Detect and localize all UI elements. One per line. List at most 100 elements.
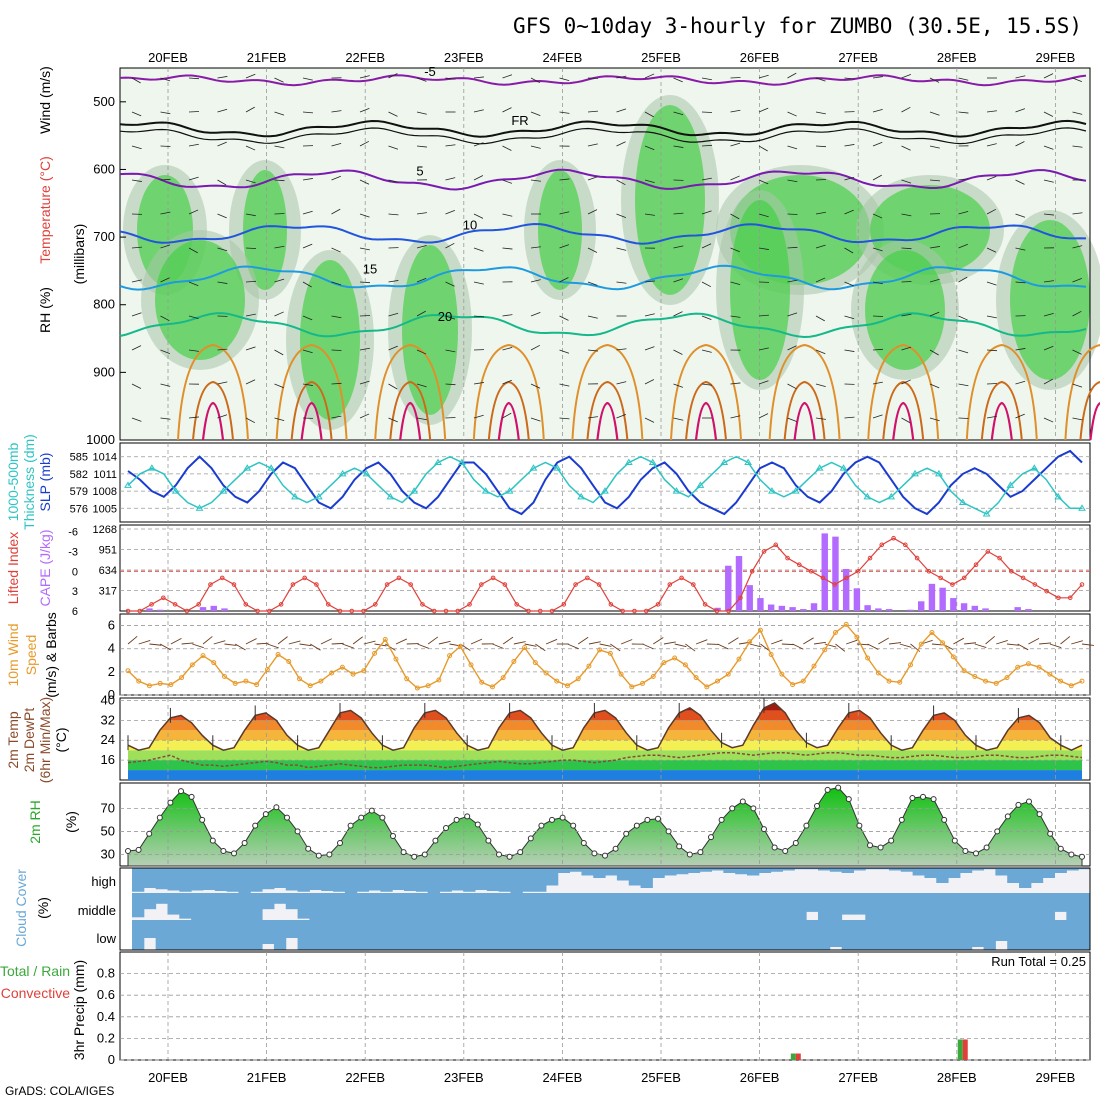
rh2m-marker	[633, 822, 640, 829]
wind-barb	[587, 247, 598, 253]
wind-barb	[535, 643, 546, 652]
date-label-bottom: 21FEB	[247, 1070, 287, 1085]
lifted-index-marker	[820, 575, 826, 581]
wind-barb	[274, 417, 285, 421]
thickness-marker	[529, 464, 538, 471]
wind-speed-marker	[907, 662, 913, 668]
wind-barb	[302, 243, 313, 249]
cloud-bar	[309, 893, 322, 920]
cloud-bar	[770, 920, 783, 950]
temperature-band	[128, 720, 1082, 731]
rh2m-marker	[337, 839, 343, 846]
wind-barb	[359, 247, 370, 251]
lifted-index-marker	[726, 608, 731, 614]
wind-barb	[188, 416, 199, 419]
wind-barb	[217, 414, 228, 419]
wind-barb	[1072, 278, 1082, 283]
rh2m-marker	[156, 814, 163, 821]
wind-barb	[616, 281, 627, 284]
rh2m-marker	[178, 788, 184, 795]
temperature-band	[128, 760, 1082, 771]
cape-tick: 317	[99, 586, 117, 598]
lifted-index-marker	[997, 555, 1002, 561]
cloud-bar	[1007, 868, 1020, 883]
cloud-bar	[179, 893, 192, 919]
wind-barb	[749, 643, 762, 648]
temperature-tick: 24	[101, 732, 115, 747]
cloud-bar	[167, 893, 180, 915]
cape-bar	[221, 608, 228, 611]
rh2m-marker	[888, 837, 895, 844]
wind-barb	[416, 417, 427, 421]
rh2m-marker	[1036, 811, 1043, 818]
cloud-bar	[723, 868, 736, 873]
cloud-bar	[557, 893, 571, 920]
cloud-bar	[451, 893, 464, 920]
wind-barb	[245, 213, 256, 217]
cloud-bar	[214, 893, 228, 920]
pressure-tick: 1000	[86, 432, 115, 447]
thickness-marker	[601, 487, 609, 494]
isotherm-warm	[571, 343, 644, 441]
wind-barb	[245, 73, 256, 79]
cloud-bar	[522, 920, 535, 950]
cape-bar	[778, 605, 786, 611]
wind-speed-marker	[532, 660, 538, 666]
wind-speed-marker	[125, 668, 131, 674]
wind-speed-marker	[918, 641, 924, 647]
date-label-top: 29FEB	[1036, 50, 1076, 65]
wind-barb	[929, 246, 940, 249]
wind-barb	[274, 349, 284, 356]
precip-total-bar	[790, 1053, 796, 1060]
cloud-bar	[356, 893, 370, 920]
lifted-index-marker	[267, 608, 272, 614]
lifted-index-marker	[702, 602, 708, 607]
wind-barb	[1006, 643, 1019, 646]
cloud-bar	[498, 893, 511, 920]
wind-barb	[388, 280, 399, 283]
lifted-index-marker	[1056, 595, 1061, 601]
wind-barb	[160, 145, 171, 147]
rh2m-marker	[1026, 798, 1032, 805]
wind-barb	[302, 383, 313, 386]
cloud-bar	[735, 868, 748, 875]
wind-barb	[473, 281, 484, 285]
cloud-bar	[794, 893, 807, 920]
wind-barb	[901, 417, 911, 424]
isotherm-warm	[290, 380, 333, 441]
wind-barb	[331, 208, 341, 215]
wind-barb	[388, 312, 399, 317]
date-label-top: 24FEB	[543, 50, 583, 65]
wind-barb	[530, 111, 541, 116]
wind-barb	[217, 281, 228, 284]
precip-total-bar	[957, 1039, 963, 1060]
wind-barb	[770, 639, 783, 645]
wind-barb	[673, 278, 684, 283]
cloud-bar	[380, 868, 393, 892]
thickness-marker	[982, 510, 991, 517]
rh2m-marker	[973, 850, 979, 857]
wind-speed-marker	[522, 645, 528, 651]
cloud-bar	[167, 868, 180, 891]
rh2m-marker	[941, 816, 948, 823]
wind-barb	[502, 74, 513, 79]
cloud-bar	[522, 868, 535, 892]
wind-speed-marker	[672, 655, 678, 661]
wind-barb	[388, 383, 398, 390]
rh-tick: 50	[101, 823, 115, 838]
date-label-bottom: 25FEB	[641, 1070, 681, 1085]
precip-units-label: 3hr Precip (mm)	[71, 960, 87, 1060]
cloud-bar	[380, 893, 393, 920]
wind-speed-marker	[704, 684, 710, 690]
slp-tick: 1011	[93, 469, 117, 481]
date-label-top: 28FEB	[937, 50, 977, 65]
lifted-index-marker	[514, 602, 519, 607]
thickness-marker	[505, 487, 514, 494]
cloud-bar	[687, 920, 701, 950]
cloud-bar	[250, 893, 263, 920]
wind-barb	[160, 178, 171, 181]
cloud-bar	[404, 893, 417, 920]
wind-tick: 6	[108, 618, 115, 633]
wind-barb	[695, 639, 708, 645]
cloud-bar	[451, 868, 464, 891]
